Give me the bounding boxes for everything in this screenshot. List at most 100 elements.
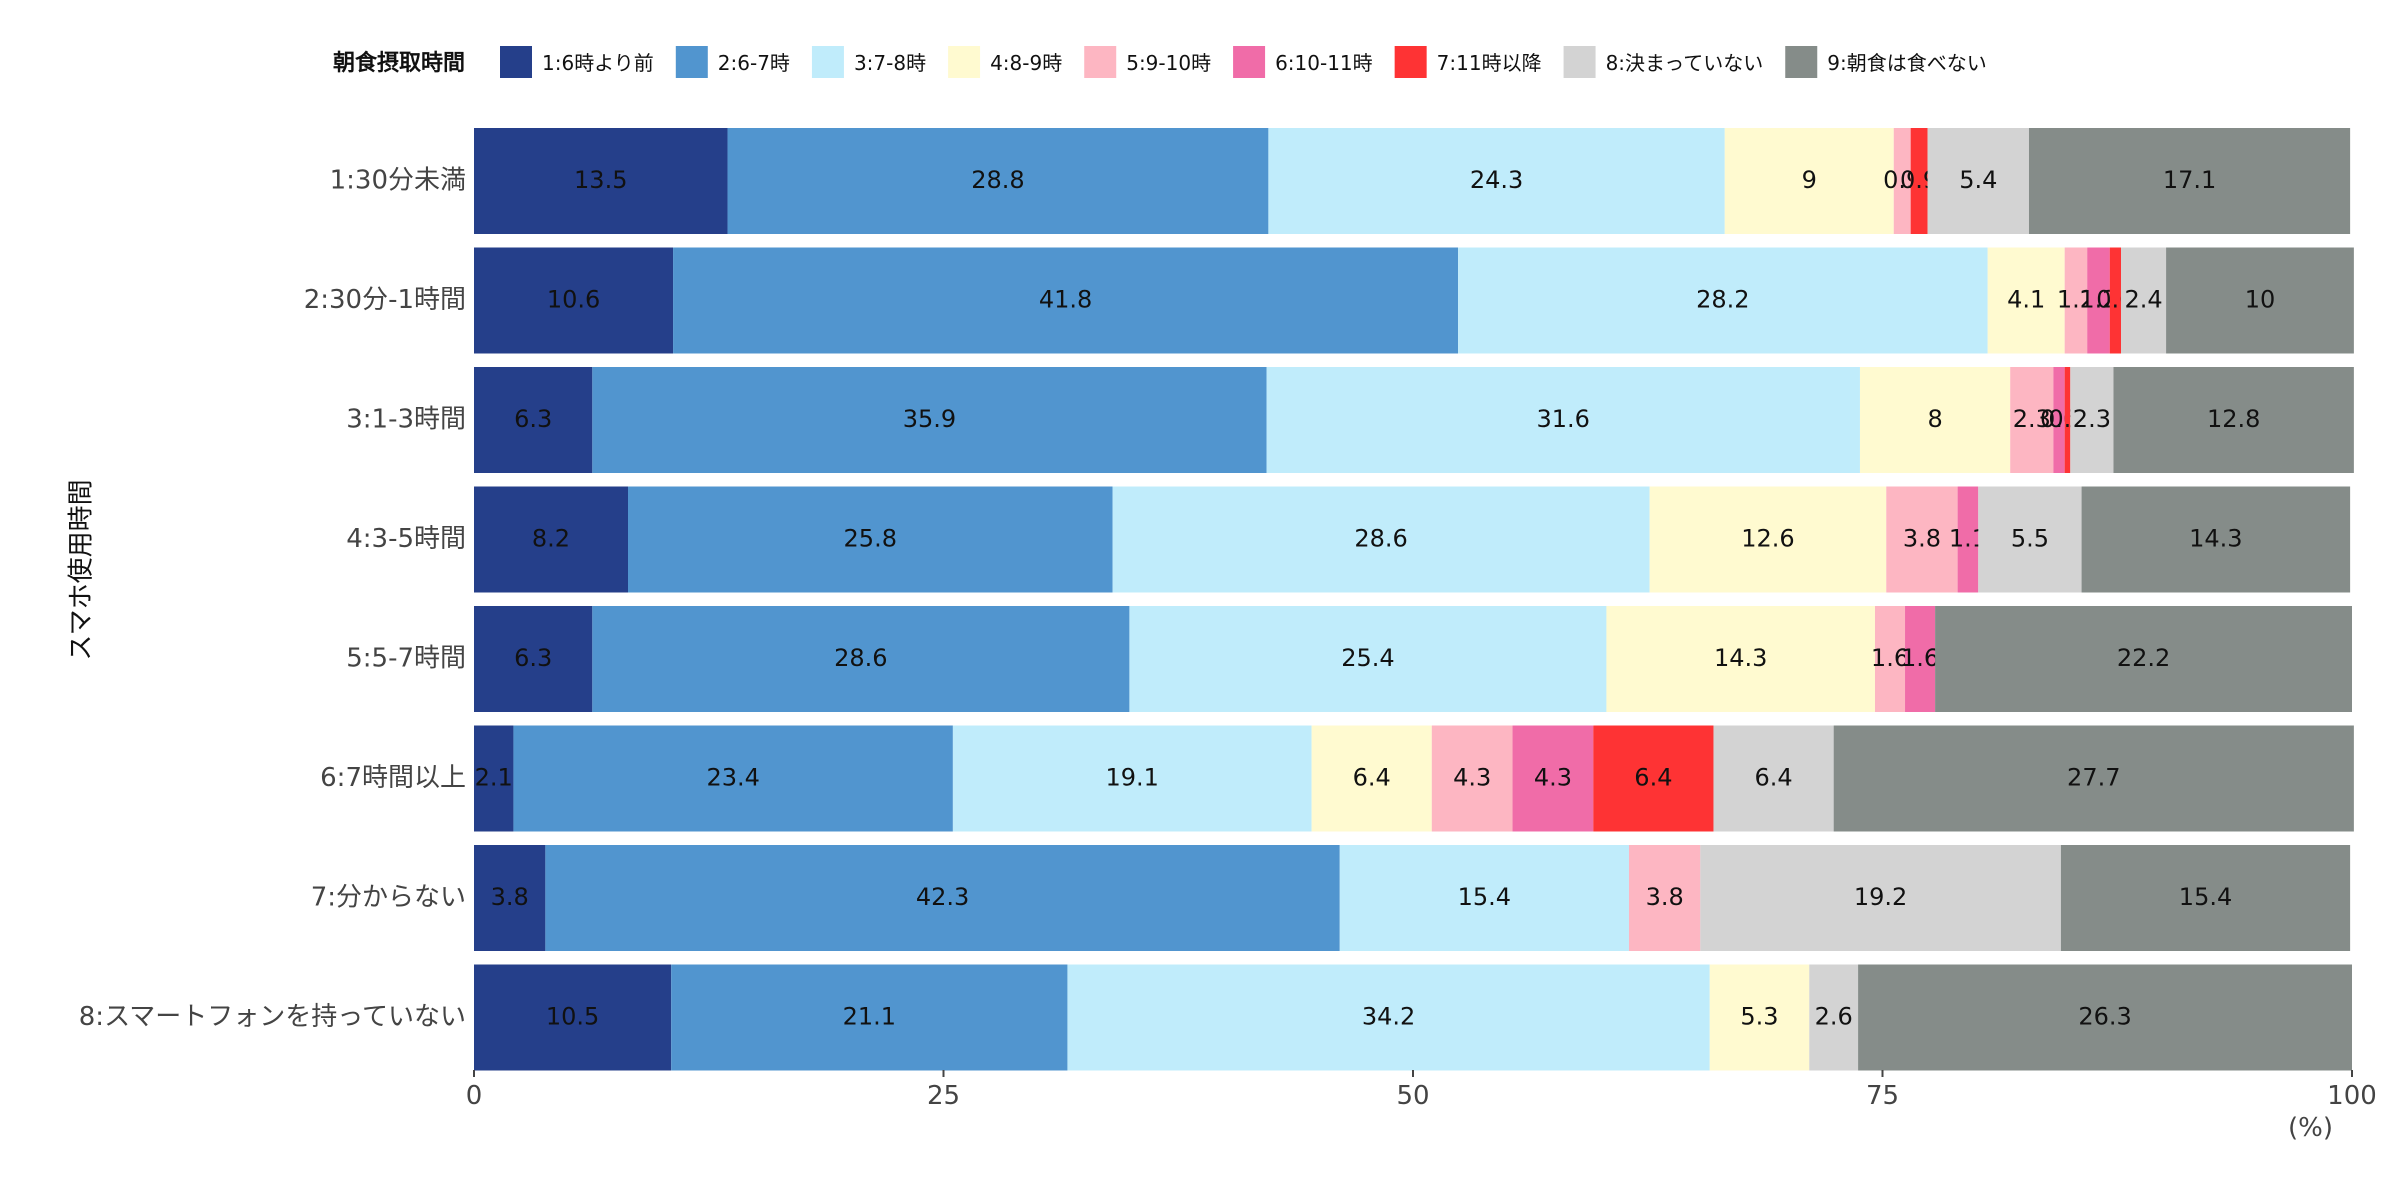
- bar-6-9: [1833, 725, 2354, 832]
- bar-7-8: [1700, 845, 2061, 951]
- bar-7-5: [1628, 845, 1701, 951]
- data-label-6-8: 6.4: [1754, 764, 1792, 792]
- data-label-8-2: 21.1: [843, 1003, 896, 1031]
- bar-6-4: [1311, 725, 1432, 832]
- data-label-3-5: 2.3: [2013, 405, 2051, 433]
- data-label-1-8: 5.4: [1959, 166, 1997, 194]
- data-label-6-9: 27.7: [2067, 764, 2120, 792]
- data-label-7-3: 15.4: [1458, 883, 1511, 911]
- bar-5-9: [1935, 606, 2352, 712]
- legend-swatch-6: [1233, 46, 1266, 78]
- data-label-7-2: 42.3: [916, 883, 969, 911]
- bar-5-1: [474, 606, 593, 712]
- bar-1-7: [1910, 128, 1928, 234]
- category-label-3: 3:1-3時間: [346, 405, 466, 435]
- legend-swatch-7: [1394, 46, 1427, 78]
- category-label-6: 6:7時間以上: [320, 763, 466, 793]
- bar-3-4: [1859, 367, 2011, 473]
- data-label-3-3: 31.6: [1537, 405, 1590, 433]
- x-tick-label-4: 75: [1866, 1081, 1899, 1111]
- bar-1-4: [1724, 128, 1894, 234]
- legend-swatch-3: [811, 46, 844, 78]
- category-label-4: 4:3-5時間: [346, 524, 466, 554]
- bar-1-3: [1268, 128, 1725, 234]
- bar-2-5: [2064, 247, 2088, 354]
- x-tick-label-1: 0: [466, 1081, 483, 1111]
- data-label-4-1: 8.2: [532, 525, 570, 553]
- data-label-5-9: 22.2: [2117, 644, 2170, 672]
- data-label-7-5: 3.8: [1646, 883, 1684, 911]
- bar-2-7: [2109, 247, 2122, 354]
- bar-8-9: [1858, 964, 2352, 1071]
- bar-4-1: [474, 486, 628, 593]
- legend-label-5: 5:9-10時: [1126, 51, 1211, 75]
- legend-title: 朝食摂取時間: [333, 50, 465, 76]
- x-tick-label-5: 100: [2327, 1081, 2377, 1111]
- legend-label-7: 7:11時以降: [1437, 51, 1542, 75]
- data-label-4-8: 5.5: [2011, 525, 2049, 553]
- bar-8-4: [1709, 964, 1810, 1071]
- bar-3-6: [2053, 367, 2065, 473]
- bar-1-2: [727, 128, 1269, 234]
- bar-2-8: [2121, 247, 2167, 354]
- bar-6-6: [1512, 725, 1594, 832]
- bar-3-8: [2070, 367, 2114, 473]
- bar-2-9: [2166, 247, 2354, 354]
- bar-5-5: [1874, 606, 1906, 712]
- legend-label-4: 4:8-9時: [990, 51, 1062, 75]
- legend-label-2: 2:6-7時: [718, 51, 790, 75]
- bar-6-5: [1431, 725, 1513, 832]
- data-label-2-8: 2.4: [2124, 286, 2162, 314]
- data-label-5-6: 1.6: [1901, 644, 1939, 672]
- data-label-8-3: 34.2: [1362, 1003, 1415, 1031]
- x-axis: 0 25 50 75 100: [466, 1070, 2377, 1111]
- legend-label-6: 6:10-11時: [1275, 51, 1373, 75]
- bar-4-8: [1978, 486, 2082, 593]
- category-labels: 1:30分未満 2:30分-1時間 3:1-3時間 4:3-5時間 5:5-7時間 6:7…: [79, 166, 466, 1033]
- bar-1-9: [2028, 128, 2351, 234]
- bar-1-5: [1893, 128, 1911, 234]
- bar-5-6: [1905, 606, 1936, 712]
- bar-5-4: [1606, 606, 1875, 712]
- legend-swatch-1: [500, 46, 532, 78]
- bar-3-2: [592, 367, 1267, 473]
- data-label-4-3: 28.6: [1354, 525, 1407, 553]
- bar-8-2: [671, 964, 1068, 1071]
- bar-4-4: [1649, 486, 1887, 593]
- bar-4-2: [627, 486, 1113, 593]
- bar-6-2: [513, 725, 953, 832]
- bar-4-3: [1112, 486, 1650, 593]
- y-axis-title: スマホ使用時間: [67, 479, 97, 660]
- legend-swatch-2: [675, 46, 708, 78]
- data-label-8-4: 5.3: [1740, 1003, 1778, 1031]
- bar-8-1: [474, 964, 672, 1071]
- bar-7-9: [2060, 845, 2351, 951]
- bar-4-5: [1886, 486, 1958, 593]
- data-label-4-9: 14.3: [2189, 525, 2242, 553]
- legend-label-9: 9:朝食は食べない: [1827, 51, 1986, 75]
- data-label-1-4: 9: [1802, 166, 1817, 194]
- bar-2-6: [2087, 247, 2110, 354]
- data-label-3-8: 2.3: [2073, 405, 2111, 433]
- data-label-1-9: 17.1: [2163, 166, 2216, 194]
- data-label-6-6: 4.3: [1534, 764, 1572, 792]
- data-label-4-4: 12.6: [1741, 525, 1794, 553]
- bar-2-3: [1458, 247, 1988, 354]
- legend-label-1: 1:6時より前: [542, 51, 654, 75]
- bar-5-3: [1129, 606, 1607, 712]
- legend-swatch-9: [1785, 46, 1818, 78]
- x-axis-unit: (%): [2288, 1113, 2333, 1143]
- category-label-5: 5:5-7時間: [346, 644, 466, 674]
- data-label-5-4: 14.3: [1714, 644, 1767, 672]
- legend-swatch-5: [1084, 46, 1117, 78]
- data-label-5-5: 1.6: [1871, 644, 1909, 672]
- x-tick-label-2: 25: [927, 1081, 960, 1111]
- bar-6-3: [952, 725, 1312, 832]
- data-label-2-2: 41.8: [1039, 286, 1092, 314]
- bar-1-1: [474, 128, 728, 234]
- bar-3-3: [1266, 367, 1860, 473]
- bar-8-8: [1809, 964, 1859, 1071]
- data-label-6-1: 2.1: [475, 764, 513, 792]
- bar-2-1: [474, 247, 674, 354]
- bar-3-7: [2064, 367, 2071, 473]
